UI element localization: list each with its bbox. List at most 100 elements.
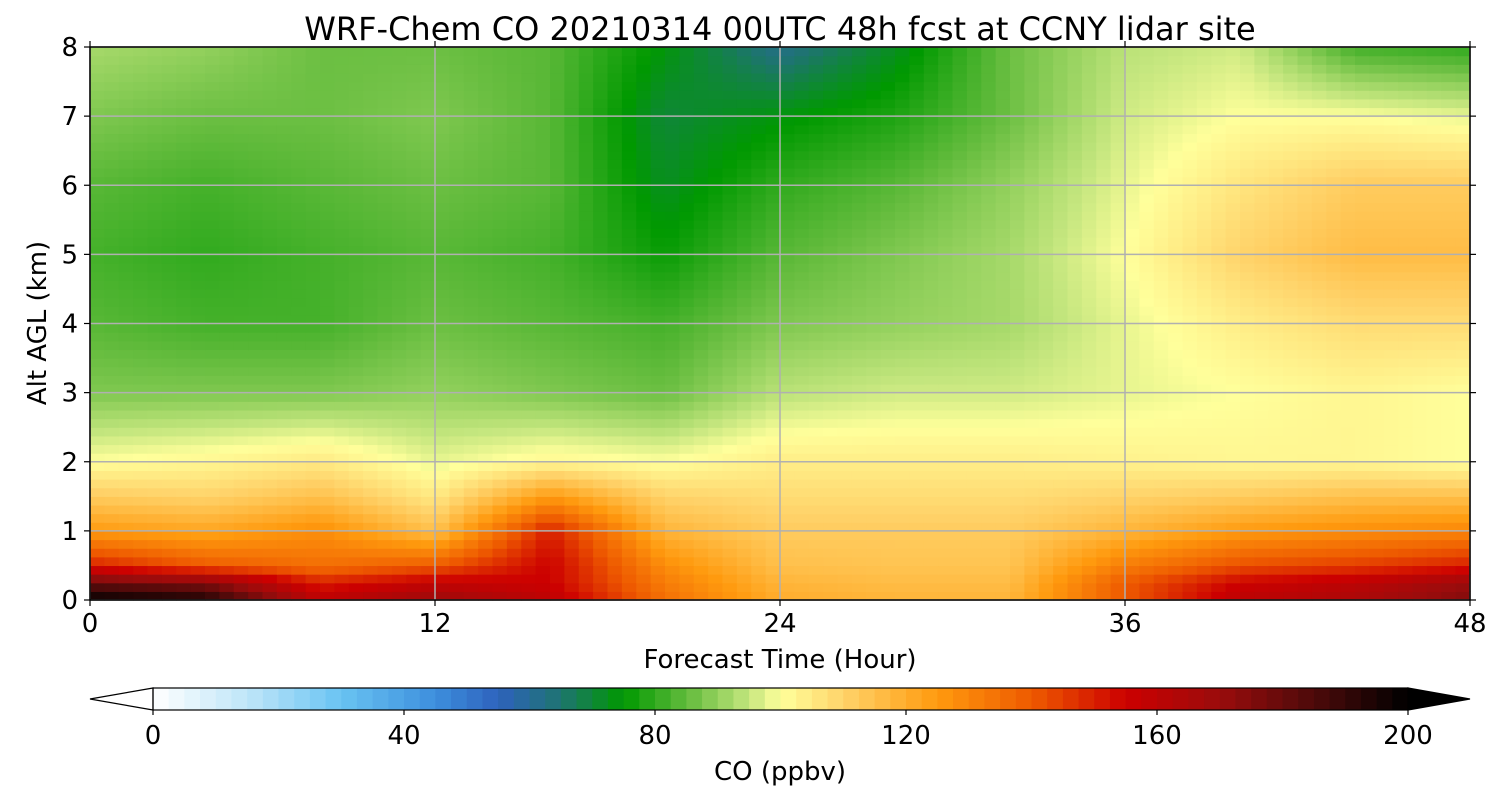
heatmap-cell: [219, 228, 235, 238]
heatmap-cell: [1340, 211, 1356, 221]
heatmap-cell: [1010, 228, 1025, 238]
heatmap-cell: [1441, 219, 1457, 230]
heatmap-cell: [521, 176, 537, 186]
heatmap-cell: [578, 565, 594, 575]
heatmap-cell: [1398, 314, 1414, 325]
heatmap-cell: [521, 150, 537, 160]
heatmap-cell: [161, 202, 177, 212]
heatmap-cell: [118, 150, 134, 160]
heatmap-cell: [679, 254, 695, 264]
heatmap-cell: [262, 565, 278, 575]
heatmap-cell: [305, 185, 321, 195]
heatmap-cell: [1455, 574, 1471, 584]
heatmap-cell: [1096, 392, 1112, 402]
heatmap-cell: [1182, 202, 1198, 212]
heatmap-cell: [708, 349, 724, 359]
heatmap-cell: [248, 453, 264, 463]
heatmap-cell: [1053, 176, 1069, 186]
heatmap-cell: [1081, 392, 1097, 402]
heatmap-cell: [219, 479, 235, 489]
heatmap-cell: [966, 349, 982, 359]
heatmap-cell: [952, 409, 968, 420]
heatmap-cell: [1196, 539, 1212, 549]
heatmap-cell: [808, 539, 824, 549]
heatmap-cell: [161, 401, 177, 411]
heatmap-cell: [995, 479, 1011, 489]
heatmap-cell: [291, 479, 307, 489]
heatmap-cell: [262, 332, 278, 342]
heatmap-cell: [1225, 479, 1241, 489]
heatmap-cell: [1010, 202, 1025, 212]
heatmap-cell: [1455, 150, 1471, 160]
heatmap-cell: [1268, 556, 1284, 567]
heatmap-cell: [1081, 340, 1097, 351]
heatmap-cell: [1139, 401, 1155, 411]
heatmap-cell: [1311, 582, 1327, 592]
heatmap-cell: [1268, 288, 1284, 299]
heatmap-cell: [521, 263, 537, 273]
heatmap-cell: [233, 245, 249, 255]
heatmap-cell: [492, 237, 508, 247]
heatmap-cell: [578, 237, 594, 247]
heatmap-cell: [147, 358, 163, 368]
heatmap-cell: [492, 487, 508, 497]
heatmap-cell: [823, 409, 839, 420]
heatmap-cell: [765, 401, 781, 411]
heatmap-cell: [1110, 375, 1126, 385]
heatmap-cell: [909, 366, 925, 376]
heatmap-cell: [1340, 332, 1356, 342]
heatmap-cell: [593, 504, 609, 515]
heatmap-cell: [406, 504, 422, 515]
heatmap-cell: [219, 323, 235, 333]
heatmap-cell: [1125, 219, 1140, 230]
heatmap-cell: [1067, 185, 1083, 195]
heatmap-cell: [1268, 418, 1284, 428]
heatmap-cell: [909, 332, 925, 342]
heatmap-cell: [1326, 314, 1342, 325]
heatmap-cell: [205, 461, 220, 471]
heatmap-cell: [1283, 254, 1299, 264]
heatmap-cell: [1182, 574, 1198, 584]
heatmap-cell: [1182, 245, 1198, 255]
heatmap-cell: [1182, 280, 1198, 290]
heatmap-cell: [305, 392, 321, 402]
heatmap-cell: [1125, 582, 1140, 592]
heatmap-cell: [564, 314, 580, 325]
heatmap-cell: [1240, 582, 1255, 592]
heatmap-cell: [1081, 556, 1097, 567]
heatmap-cell: [593, 323, 609, 333]
heatmap-cell: [1355, 288, 1370, 299]
heatmap-cell: [406, 228, 422, 238]
heatmap-cell: [736, 461, 752, 471]
heatmap-cell: [693, 366, 709, 376]
heatmap-cell: [219, 513, 235, 523]
heatmap-cell: [176, 288, 192, 299]
heatmap-cell: [823, 366, 839, 376]
heatmap-cell: [851, 306, 867, 316]
heatmap-cell: [851, 496, 867, 506]
heatmap-cell: [219, 470, 235, 480]
heatmap-cell: [1426, 314, 1442, 325]
heatmap-cell: [794, 470, 810, 480]
heatmap-cell: [248, 461, 264, 471]
heatmap-cell: [1268, 530, 1284, 541]
heatmap-cell: [866, 219, 882, 230]
heatmap-cell: [1139, 185, 1155, 195]
heatmap-cell: [1254, 280, 1270, 290]
heatmap-cell: [693, 167, 709, 178]
heatmap-cell: [1426, 263, 1442, 273]
heatmap-cell: [1038, 237, 1054, 247]
heatmap-cell: [1369, 565, 1385, 575]
heatmap-cell: [866, 530, 882, 541]
heatmap-cell: [607, 271, 623, 281]
heatmap-cell: [535, 409, 551, 420]
heatmap-cell: [693, 548, 709, 558]
heatmap-cell: [1139, 479, 1155, 489]
heatmap-cell: [1096, 349, 1112, 359]
heatmap-cell: [262, 392, 278, 402]
heatmap-cell: [952, 487, 968, 497]
heatmap-cell: [219, 349, 235, 359]
heatmap-cell: [995, 349, 1011, 359]
heatmap-cell: [506, 530, 522, 541]
heatmap-cell: [305, 548, 321, 558]
